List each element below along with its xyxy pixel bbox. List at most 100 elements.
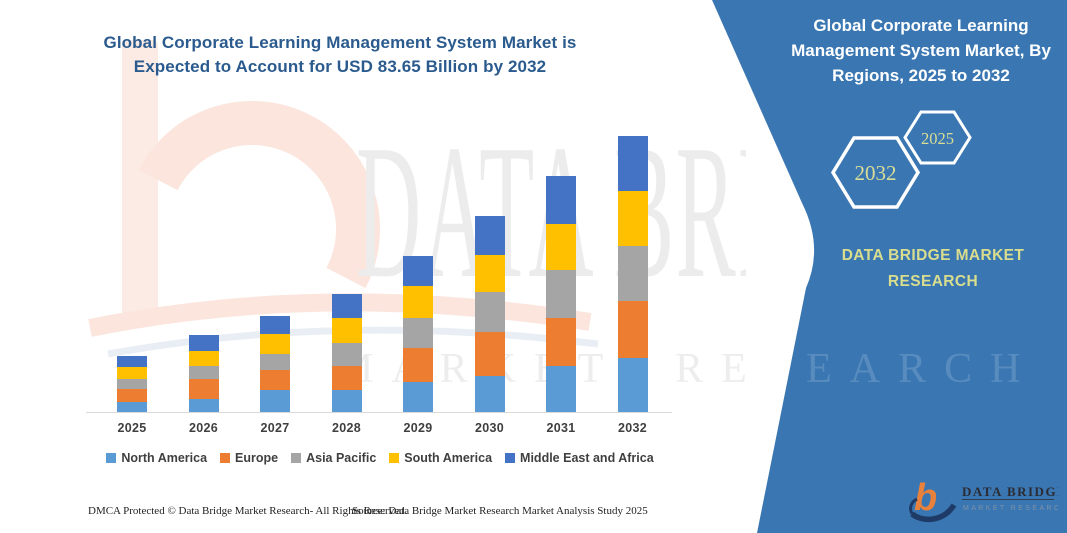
bar-segment-north-america [474, 375, 505, 413]
bar-segment-north-america [403, 381, 433, 413]
bar-segment-europe [474, 331, 505, 376]
bar-segment-north-america [188, 398, 219, 413]
brand-text: DATA BRIDGE MARKET RESEARCH [795, 243, 1067, 295]
bar-segment-asia-pacific [403, 317, 433, 348]
bar-2025 [117, 355, 147, 413]
bar-segment-south-america [617, 191, 648, 246]
x-axis-line [86, 412, 672, 413]
side-panel-shape [712, 0, 1067, 533]
brand-text-line1: DATA BRIDGE MARKET [841, 247, 1025, 264]
chart-title: Global Corporate Learning Management Sys… [90, 31, 590, 79]
side-panel-title-line1: Global Corporate Learning [813, 16, 1029, 35]
side-panel-title-line3: Regions, 2025 to 2032 [832, 66, 1010, 85]
legend-swatch-icon [389, 453, 400, 463]
legend-swatch-icon [106, 453, 117, 463]
legend-swatch-icon [291, 453, 302, 463]
brand-text-line2: RESEARCH [887, 273, 979, 290]
footer-source-text: Source: Data Bridge Market Research Mark… [352, 505, 648, 517]
bar-segment-asia-pacific [117, 379, 147, 389]
x-axis-label-2029: 2029 [403, 421, 433, 435]
x-axis-label-2030: 2030 [474, 421, 504, 435]
bar-segment-south-america [546, 224, 576, 270]
bar-segment-middle-east-and-africa [474, 215, 505, 255]
legend-label: South America [404, 451, 493, 465]
logo-b-icon: b [914, 477, 937, 519]
bar-segment-middle-east-and-africa [117, 355, 147, 368]
x-axis-label-2032: 2032 [617, 421, 647, 435]
watermark-b-bowl [138, 101, 380, 289]
legend-item-north-america: North America [106, 451, 207, 465]
hexagon-2032-label: 2032 [855, 161, 897, 185]
logo-swoosh-icon [910, 503, 957, 523]
x-axis-label-2027: 2027 [260, 421, 290, 435]
bar-segment-europe [331, 366, 362, 391]
bar-segment-middle-east-and-africa [403, 256, 433, 287]
legend-item-europe: Europe [220, 451, 278, 465]
bar-segment-asia-pacific [474, 291, 505, 332]
bar-segment-middle-east-and-africa [546, 175, 576, 224]
bar-segment-middle-east-and-africa [331, 293, 362, 318]
x-axis-label-2028: 2028 [331, 421, 361, 435]
watermark-marketresearch-text-blue: MARKET RESEARCH [746, 346, 1039, 392]
bar-segment-north-america [546, 366, 576, 413]
x-axis-label-2031: 2031 [546, 421, 576, 435]
legend-label: Middle East and Africa [520, 451, 654, 465]
bar-2029 [403, 256, 433, 413]
bar-segment-middle-east-and-africa [617, 135, 648, 191]
bar-segment-south-america [260, 334, 290, 355]
legend-swatch-icon [220, 453, 231, 463]
logo-swoosh-tail-icon [909, 497, 918, 515]
bar-segment-south-america [331, 317, 362, 344]
bar-segment-asia-pacific [331, 343, 362, 367]
bar-segment-north-america [260, 390, 290, 413]
bar-segment-europe [260, 370, 290, 391]
bar-segment-asia-pacific [546, 270, 576, 318]
bar-segment-asia-pacific [188, 365, 219, 379]
bar-segment-south-america [403, 286, 433, 318]
bar-segment-north-america [331, 390, 362, 413]
watermark-b-stem [122, 40, 158, 320]
bar-segment-europe [617, 301, 648, 358]
bar-segment-middle-east-and-africa [188, 335, 219, 351]
bar-segment-europe [188, 378, 219, 399]
legend-item-south-america: South America [389, 451, 492, 465]
bar-2026 [188, 335, 219, 413]
x-axis-label-2025: 2025 [117, 421, 147, 435]
bar-2030 [474, 215, 505, 413]
chart-legend: North America Europe Asia Pacific South Ame… [50, 451, 710, 465]
bar-segment-europe [117, 388, 147, 403]
legend-label: Europe [235, 451, 279, 465]
bar-segment-europe [546, 318, 576, 366]
logo-name-text: DATA BRIDGE [962, 484, 1058, 499]
legend-item-asia-pacific: Asia Pacific [291, 451, 376, 465]
legend-item-middle-east-and-africa: Middle East and Africa [505, 451, 654, 465]
x-axis-label-2026: 2026 [188, 421, 218, 435]
hexagon-2025 [903, 110, 972, 165]
bar-segment-middle-east-and-africa [260, 315, 290, 335]
bar-2028 [331, 293, 362, 413]
bar-segment-europe [403, 347, 433, 382]
bar-2032 [617, 135, 648, 413]
footer-dmca-text: DMCA Protected © Data Bridge Market Rese… [88, 505, 408, 517]
legend-label: North America [121, 451, 208, 465]
bar-segment-south-america [188, 350, 219, 366]
legend-swatch-icon [505, 453, 516, 463]
chart-title-line2: Expected to Account for USD 83.65 Billio… [133, 57, 547, 76]
side-panel-title: Global Corporate Learning Management Sys… [775, 13, 1067, 88]
bar-2031 [546, 175, 576, 413]
bar-segment-asia-pacific [617, 246, 648, 301]
hexagon-2032 [830, 136, 921, 209]
bar-2027 [260, 315, 290, 413]
bar-segment-north-america [117, 402, 147, 413]
databridge-logo: b DATA BRIDGE MARKET RESEARCH [909, 477, 1058, 523]
hexagon-badges: 2032 2025 [830, 110, 972, 209]
logo-subname-text: MARKET RESEARCH [963, 505, 1058, 512]
bar-segment-asia-pacific [260, 354, 290, 371]
legend-label: Asia Pacific [306, 451, 377, 465]
bar-segment-south-america [117, 367, 147, 380]
bar-segment-north-america [617, 358, 648, 413]
side-panel-title-line2: Management System Market, By [791, 41, 1051, 60]
hexagon-2025-label: 2025 [921, 129, 954, 148]
